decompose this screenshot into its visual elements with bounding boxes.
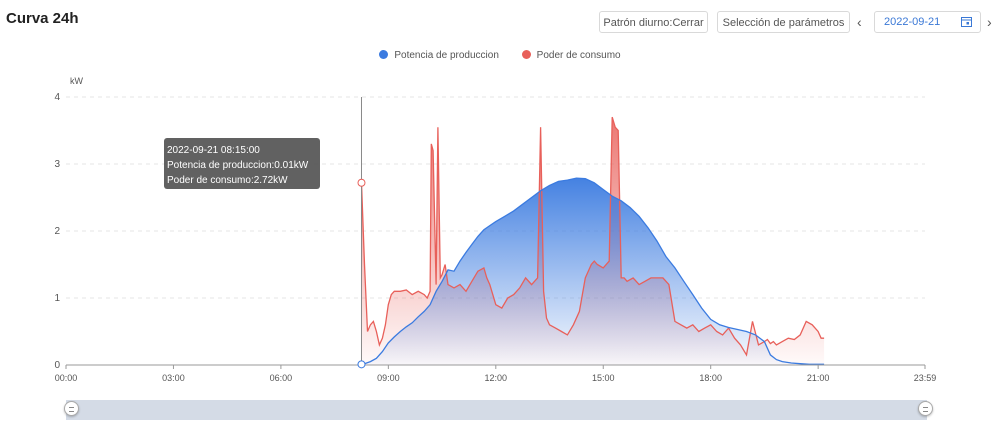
calendar-icon[interactable] bbox=[961, 16, 972, 27]
y-tick-label: 0 bbox=[54, 360, 60, 371]
hover-point-production bbox=[357, 360, 366, 369]
x-tick-label: 12:00 bbox=[485, 373, 508, 383]
legend-label-consumption: Poder de consumo bbox=[536, 50, 621, 61]
x-tick-label: 15:00 bbox=[592, 373, 615, 383]
hover-point-consumption bbox=[357, 178, 366, 187]
y-axis-label: kW bbox=[70, 76, 84, 86]
line-consumption bbox=[360, 116, 825, 357]
zoom-handle-left[interactable] bbox=[64, 401, 79, 416]
y-tick-label: 1 bbox=[54, 293, 60, 304]
legend-item-production[interactable]: Potencia de produccion bbox=[379, 50, 499, 61]
x-tick-label: 18:00 bbox=[699, 373, 722, 383]
x-tick-label: 09:00 bbox=[377, 373, 400, 383]
line-production bbox=[361, 177, 825, 365]
page-title: Curva 24h bbox=[6, 10, 79, 27]
day-mode-button[interactable]: Patrón diurno:Cerrar bbox=[599, 11, 708, 33]
legend-dot-production bbox=[379, 50, 389, 59]
y-tick-label: 2 bbox=[54, 226, 60, 237]
tooltip-time: 2022-09-21 08:15:00 bbox=[167, 145, 260, 156]
chart-tooltip: 2022-09-21 08:15:00 Potencia de producci… bbox=[164, 138, 320, 189]
zoom-handle-right[interactable] bbox=[918, 401, 933, 416]
legend-label-production: Potencia de produccion bbox=[394, 50, 499, 61]
tooltip-consumption: Poder de consumo:2.72kW bbox=[167, 175, 288, 186]
tooltip-production: Potencia de produccion:0.01kW bbox=[167, 160, 309, 171]
area-production bbox=[361, 178, 825, 365]
date-picker[interactable]: 2022-09-21 bbox=[874, 11, 981, 33]
y-tick-label: 4 bbox=[54, 92, 60, 103]
legend-item-consumption[interactable]: Poder de consumo bbox=[521, 50, 621, 61]
chevron-right-icon[interactable]: › bbox=[987, 14, 992, 30]
x-tick-label: 03:00 bbox=[162, 373, 185, 383]
date-value: 2022-09-21 bbox=[884, 16, 941, 28]
x-tick-label: 06:00 bbox=[270, 373, 293, 383]
chart-legend: Potencia de produccion Poder de consumo bbox=[0, 50, 1000, 61]
legend-dot-consumption bbox=[521, 50, 531, 59]
chevron-left-icon[interactable]: ‹ bbox=[857, 14, 862, 30]
zoom-slider-track[interactable] bbox=[66, 400, 927, 420]
y-tick-label: 3 bbox=[54, 159, 60, 170]
parameter-selection-button[interactable]: Selección de parámetros bbox=[717, 11, 850, 33]
x-tick-label: 23:59 bbox=[914, 373, 937, 383]
x-tick-label: 21:00 bbox=[807, 373, 830, 383]
x-tick-label: 00:00 bbox=[55, 373, 78, 383]
